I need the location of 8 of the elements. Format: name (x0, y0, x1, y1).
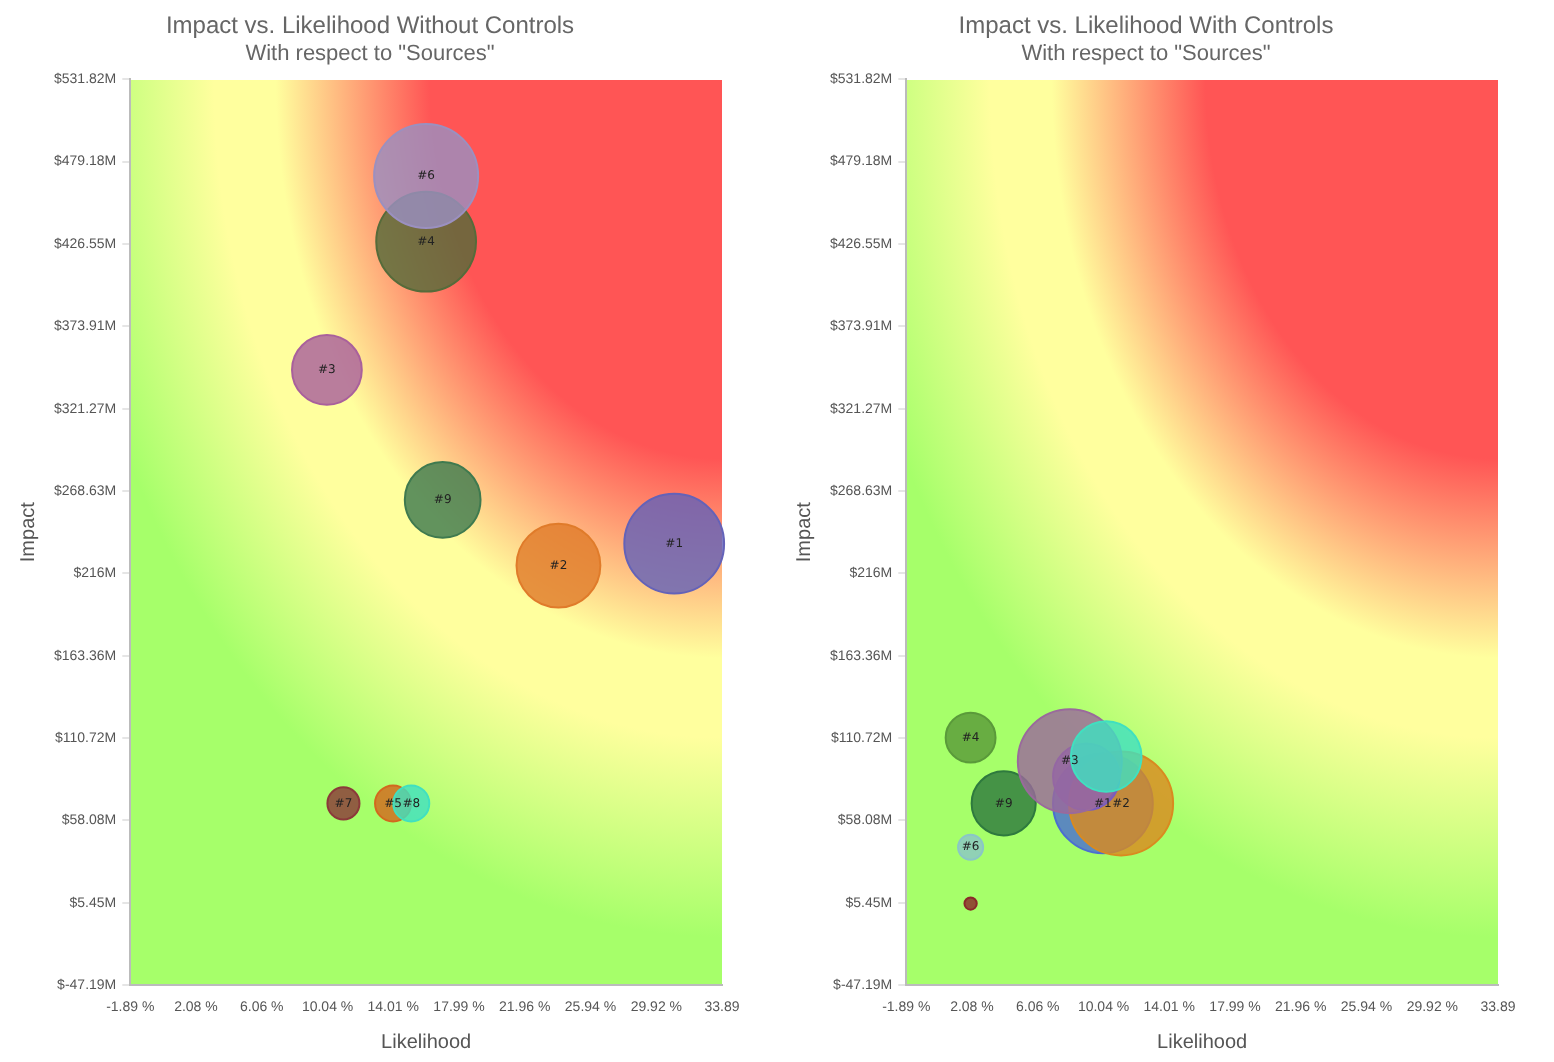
chart-subtitle: With respect to "Sources" (1021, 42, 1271, 67)
chart-title: Impact vs. Likelihood With Controls (958, 11, 1334, 40)
x-axis-title: Likelihood (1157, 1031, 1248, 1054)
chart-subtitle: With respect to "Sources" (245, 42, 495, 67)
chart-title: Impact vs. Likelihood Without Controls (165, 11, 575, 40)
y-axis-title: Impact (793, 501, 816, 563)
x-axis-title: Likelihood (381, 1031, 472, 1054)
y-axis-title: Impact (17, 501, 40, 563)
